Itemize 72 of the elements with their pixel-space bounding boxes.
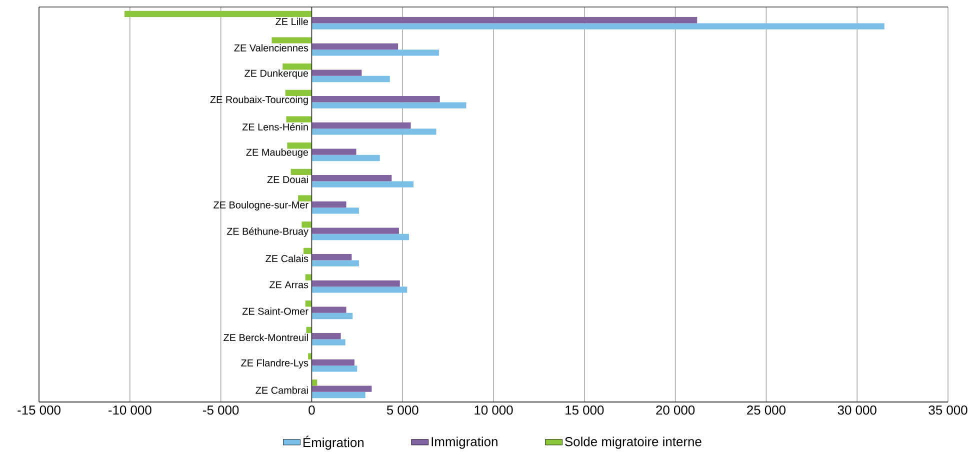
bar — [312, 102, 466, 108]
y-tick-label: ZE Boulogne-sur-Mer — [214, 201, 308, 210]
x-tick-label: 5 000 — [386, 406, 418, 415]
x-tick-label: 25 000 — [747, 406, 786, 415]
bar — [312, 208, 359, 214]
bar — [312, 128, 436, 135]
y-tick-label: ZE Roubaix-Tourcoing — [210, 96, 308, 106]
bar — [304, 248, 312, 254]
bar — [312, 228, 399, 234]
bar — [302, 222, 312, 228]
bar — [312, 43, 398, 50]
y-tick-label: ZE Lille — [276, 18, 308, 26]
bar — [312, 23, 884, 30]
bar — [305, 300, 312, 307]
x-tick-label: -15 000 — [18, 406, 60, 415]
bar — [312, 17, 698, 24]
y-tick-label: ZE Saint-Omer — [242, 307, 308, 315]
legend-label: Solde migratoire interne — [565, 436, 702, 449]
bar — [312, 333, 341, 340]
bar — [312, 148, 356, 155]
x-tick-label: -10 000 — [108, 406, 152, 415]
bar — [308, 353, 312, 360]
bar — [298, 195, 312, 202]
legend-label: Immigration — [432, 436, 498, 449]
bar — [312, 392, 366, 398]
bar — [285, 90, 312, 96]
y-tick-label: ZE Maubeuge — [246, 148, 308, 158]
bar — [272, 37, 312, 44]
y-tick-label: ZE Arras — [270, 281, 308, 288]
bar — [312, 76, 390, 82]
bar — [312, 154, 380, 162]
x-tick-label: -5 000 — [203, 406, 239, 415]
bar — [312, 254, 352, 260]
bar — [286, 116, 312, 122]
bar — [305, 274, 312, 280]
x-tick-label: 30 000 — [838, 406, 876, 415]
bar — [312, 175, 392, 182]
bar — [312, 386, 372, 392]
bar — [312, 201, 346, 208]
y-tick-label: ZE Dunkerque — [244, 69, 308, 79]
y-tick-label: ZE Calais — [266, 254, 308, 262]
y-tick-label: ZE Cambrai — [256, 386, 308, 394]
bar — [312, 50, 439, 56]
x-tick-label: 20 000 — [656, 406, 695, 415]
x-tick-label: 15 000 — [566, 406, 604, 415]
bar — [290, 168, 312, 176]
bar — [287, 142, 312, 149]
x-tick-label: 10 000 — [474, 406, 513, 415]
bar — [124, 10, 312, 18]
bar — [312, 70, 362, 76]
legend-label: Émigration — [304, 436, 364, 450]
bar — [312, 339, 346, 346]
x-tick-label: 35 000 — [928, 406, 968, 415]
y-tick-label: ZE Flandre-Lys — [241, 359, 308, 368]
bar — [312, 306, 346, 313]
y-tick-label: ZE Béthune-Bruay — [226, 227, 308, 237]
bar — [312, 181, 414, 188]
bar — [312, 280, 400, 287]
bar — [282, 64, 312, 70]
bar — [312, 122, 411, 129]
x-tick-label: 0 — [308, 406, 315, 415]
bar — [312, 312, 353, 320]
y-tick-label: ZE Berck-Montreuil — [224, 334, 308, 342]
y-tick-label: ZE Douai — [267, 176, 308, 184]
bar — [312, 260, 359, 266]
y-tick-label: ZE Valenciennes — [234, 44, 308, 52]
bar — [312, 286, 408, 293]
y-tick-label: ZE Lens-Hénin — [242, 123, 308, 131]
bar — [312, 234, 409, 240]
bar — [312, 96, 440, 102]
bar — [312, 366, 358, 372]
bar — [312, 359, 354, 366]
